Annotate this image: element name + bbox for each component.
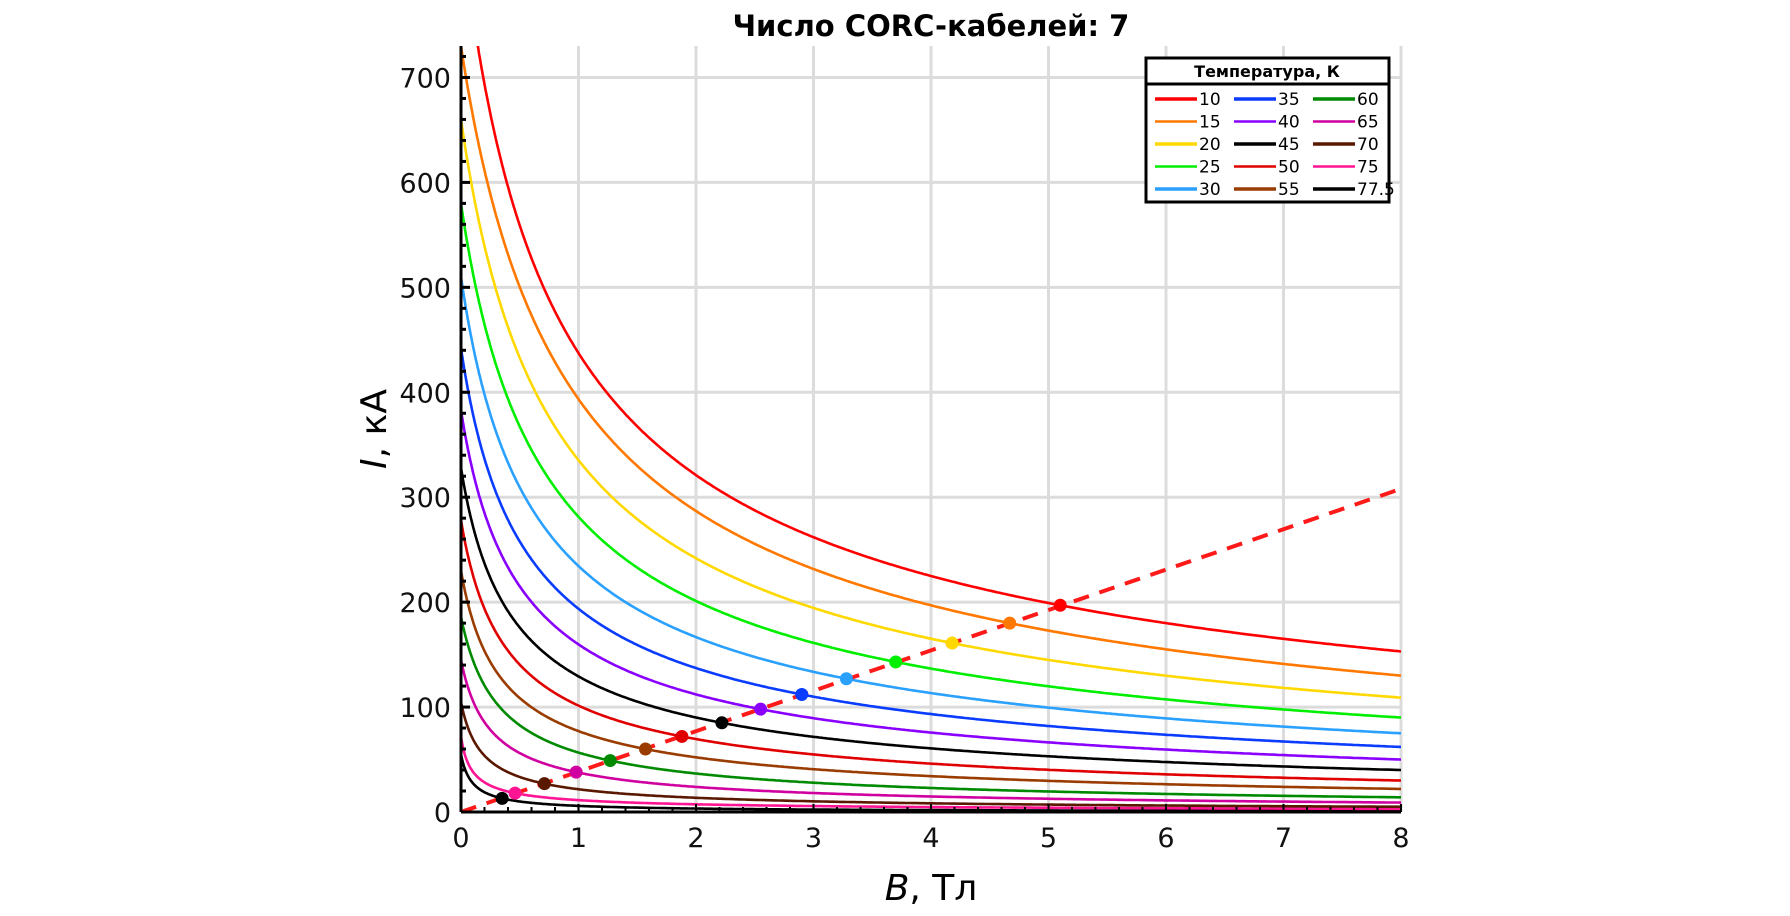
curve-40K	[461, 409, 1401, 761]
crossing-point-25K	[889, 655, 903, 669]
y-tick-label: 200	[399, 588, 451, 619]
x-tick-labels: 0 1 2 3 4 5 6 7 8	[452, 823, 1409, 854]
legend-label-10: 10	[1199, 90, 1221, 110]
legend-label-55: 55	[1278, 180, 1300, 200]
y-tick-label: 300	[399, 483, 451, 514]
crossing-point-70K	[537, 777, 551, 791]
x-tick-label: 8	[1392, 823, 1409, 854]
legend-label-25: 25	[1199, 158, 1221, 178]
legend-title: Температура, К	[1194, 62, 1340, 81]
crossing-point-30K	[839, 672, 853, 686]
curve-45K	[461, 467, 1401, 772]
curve-25K	[461, 202, 1401, 719]
curve-10K	[476, 46, 1401, 653]
crossing-point-10K	[1053, 598, 1067, 612]
x-tick-label: 7	[1275, 823, 1292, 854]
x-axis-unit: , Тл	[909, 868, 977, 909]
curve-70K	[461, 701, 1401, 809]
axes	[459, 46, 1402, 814]
legend-label-65: 65	[1357, 113, 1379, 133]
legend-label-50: 50	[1278, 158, 1300, 178]
curve-60K	[461, 616, 1401, 799]
crossing-point-60K	[603, 754, 617, 768]
legend-label-70: 70	[1357, 135, 1379, 155]
y-tick-label: 500	[399, 273, 451, 304]
x-tick-label: 0	[452, 823, 469, 854]
x-tick-label: 1	[570, 823, 587, 854]
curves	[461, 46, 1401, 812]
legend-label-30: 30	[1199, 180, 1221, 200]
y-tick-label: 700	[399, 63, 451, 94]
crossing-point-45K	[715, 716, 729, 730]
curve-15K	[461, 46, 1401, 677]
crossing-point-40K	[754, 702, 768, 716]
legend-label-35: 35	[1278, 90, 1300, 110]
y-axis-symbol: I	[354, 458, 395, 469]
curve-65K	[461, 659, 1401, 804]
chart-title: Число CORC-кабелей: 7	[733, 9, 1130, 43]
crossing-point-77.5K	[495, 791, 509, 805]
crossing-point-20K	[945, 636, 959, 650]
y-axis-label: I, кА	[354, 389, 395, 469]
legend: Температура, К 1015202530354045505560657…	[1144, 56, 1395, 204]
legend-label-20: 20	[1199, 135, 1221, 155]
curve-20K	[461, 118, 1401, 699]
x-axis-label: B, Тл	[885, 868, 978, 909]
legend-label-40: 40	[1278, 113, 1300, 133]
y-axis-unit: , кА	[354, 389, 395, 459]
legend-label-75: 75	[1357, 158, 1379, 178]
x-tick-label: 5	[1040, 823, 1057, 854]
x-tick-label: 2	[687, 823, 704, 854]
legend-label-45: 45	[1278, 135, 1300, 155]
curve-55K	[461, 569, 1401, 791]
curve-35K	[461, 347, 1401, 749]
x-tick-label: 6	[1157, 823, 1174, 854]
legend-box	[1144, 56, 1391, 204]
crossing-point-15K	[1003, 616, 1017, 630]
x-tick-label: 4	[922, 823, 939, 854]
curve-50K	[461, 519, 1401, 782]
crossing-point-55K	[638, 742, 652, 756]
crossing-point-50K	[675, 729, 689, 743]
curve-75K	[461, 735, 1401, 811]
crossing-point-35K	[795, 687, 809, 701]
y-tick-label: 600	[399, 168, 451, 199]
y-tick-label: 0	[434, 798, 451, 829]
crossing-point-75K	[508, 786, 522, 800]
crossing-point-65K	[569, 765, 583, 779]
y-tick-label: 100	[399, 693, 451, 724]
y-tick-labels: 0 100 200 300 400 500 600 700	[399, 63, 451, 829]
x-tick-label: 3	[805, 823, 822, 854]
y-tick-label: 400	[399, 378, 451, 409]
curve-30K	[461, 276, 1401, 735]
x-axis-symbol: B	[885, 868, 910, 909]
legend-label-77.5: 77.5	[1357, 180, 1395, 200]
load-line	[461, 486, 1401, 812]
legend-label-15: 15	[1199, 113, 1221, 133]
legend-label-60: 60	[1357, 90, 1379, 110]
